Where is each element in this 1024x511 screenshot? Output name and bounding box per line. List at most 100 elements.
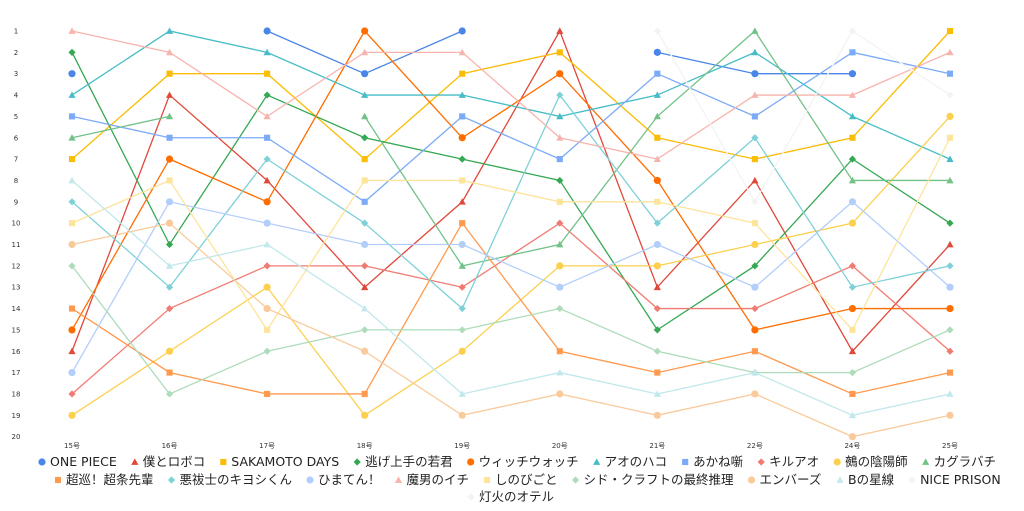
legend-marker [571,476,580,484]
y-tick-label: 15 [12,326,21,334]
legend-label: NICE PRISON [920,472,1001,487]
y-tick-label: 17 [12,369,21,377]
legend-label: 僕とロボコ [143,454,206,469]
x-tick-label: 15号 [64,442,80,450]
data-point [165,112,174,120]
legend-marker [467,493,475,501]
data-point [68,176,76,184]
legend-label: 灯火のオテル [479,489,554,504]
legend-item: しのびごと [483,472,558,487]
data-point [946,176,954,184]
data-point [946,155,954,162]
data-point [165,27,174,34]
data-point [751,176,759,184]
data-point [654,70,661,77]
data-point [68,390,76,398]
data-point [68,240,76,249]
legend-label: カグラバチ [934,454,996,469]
data-point [751,369,759,376]
data-point [946,390,954,397]
data-point [849,134,856,141]
data-point [458,27,466,35]
legend-item: ONE PIECE [38,454,117,469]
legend-label: しのびごと [495,472,558,487]
data-point [556,27,564,34]
data-point [458,240,466,249]
y-tick-label: 2 [14,49,18,57]
series-9 [68,27,954,269]
data-point [653,27,661,35]
legend-marker [131,458,139,465]
data-point [165,240,174,249]
legend-item: あかね噺 [682,454,743,469]
data-point [653,240,661,249]
data-point [68,91,76,98]
data-point [848,91,857,98]
data-point [361,390,368,398]
legend-label: ひまてん！ [318,472,381,487]
legend-item: ひまてん！ [306,472,381,487]
y-tick-label: 12 [12,262,21,270]
data-point [166,369,173,376]
data-point [556,283,564,291]
data-point [458,326,466,334]
data-point [361,70,369,78]
data-point [165,304,174,313]
data-point [556,198,563,205]
series-line [71,200,951,373]
data-point [653,326,661,334]
data-point [263,240,271,248]
data-point [263,176,271,184]
data-point [165,390,174,398]
data-point [361,156,368,163]
data-point [556,112,564,120]
y-tick-label: 1 [14,28,18,36]
data-point [68,369,76,377]
data-point [556,176,564,185]
data-point [946,411,954,419]
legend-label: 鵺の陰陽師 [845,454,908,469]
data-point [848,112,857,120]
series-19 [653,27,954,206]
data-point [68,305,76,312]
data-point [264,134,271,141]
legend-item: 僕とロボコ [131,454,205,469]
data-point [68,48,76,56]
data-point [849,326,856,333]
legend-marker [682,458,689,466]
data-point [361,283,369,291]
data-point [458,390,466,397]
legend-item: 魔男のイチ [394,472,469,487]
data-point [361,198,368,205]
data-point [848,411,857,419]
y-tick-label: 8 [14,177,18,185]
data-point [946,369,954,376]
data-point [361,240,369,249]
data-point [751,240,759,249]
series-line [71,93,951,310]
data-point [946,347,954,355]
legend-item: エンバーズ [747,472,821,487]
data-point [653,48,661,56]
legend-item: NICE PRISON [909,472,1001,487]
data-point [653,176,661,185]
series-17 [68,176,954,419]
data-point [556,369,564,376]
data-point [751,326,759,334]
legend-label: ONE PIECE [50,454,117,469]
data-point [361,304,369,312]
legend-item: 灯火のオテル [467,489,554,504]
legend-item: 超巡！超条先輩 [54,472,154,487]
data-point [459,70,466,77]
data-point [848,198,857,206]
data-point [751,348,758,355]
data-point [458,134,466,142]
legend-label: アオのハコ [605,454,668,469]
legend-item: シド・クラフトの最終推理 [571,472,734,487]
series-6 [68,49,954,205]
series-15 [68,262,954,398]
legend-marker [922,458,930,465]
